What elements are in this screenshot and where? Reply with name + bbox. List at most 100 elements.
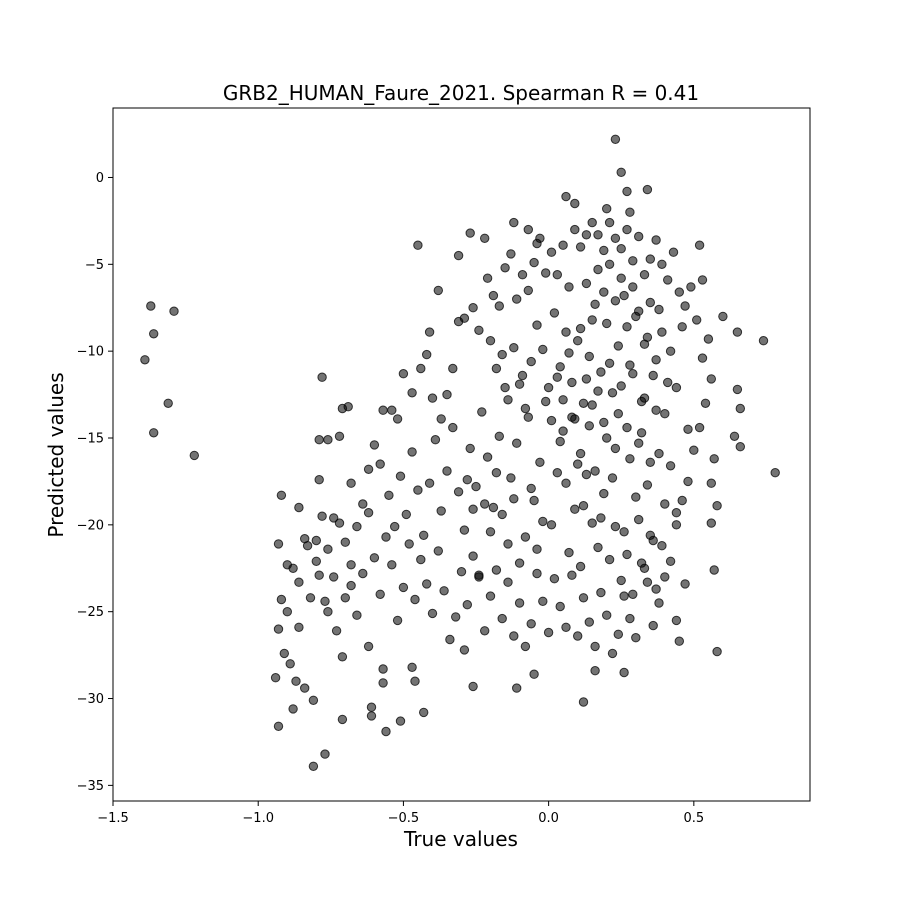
y-tick-label: −15	[77, 432, 104, 447]
data-point	[308, 761, 319, 771]
data-point	[320, 596, 330, 606]
data-point	[308, 695, 319, 705]
data-point	[651, 355, 661, 365]
data-point	[419, 530, 429, 540]
data-point	[323, 435, 333, 445]
data-point	[634, 231, 644, 242]
data-point	[416, 554, 426, 565]
data-point	[273, 539, 284, 549]
data-point	[509, 631, 519, 641]
data-point	[503, 539, 513, 549]
data-point	[555, 362, 565, 372]
data-point	[512, 683, 522, 693]
data-point	[363, 641, 374, 652]
data-point	[398, 369, 409, 379]
data-point	[494, 431, 504, 441]
data-point	[578, 697, 589, 707]
x-axis-ticks: −1.5 −1.0 −0.5 0.0 0.5	[97, 801, 704, 826]
data-point	[329, 513, 339, 523]
data-point	[480, 626, 490, 636]
data-point	[645, 457, 655, 467]
data-point	[462, 600, 472, 610]
data-point	[538, 516, 548, 527]
data-point	[596, 367, 606, 377]
data-point	[407, 447, 417, 457]
data-point	[610, 296, 621, 306]
data-point	[323, 544, 333, 554]
data-point	[503, 395, 513, 405]
data-point	[700, 398, 711, 408]
data-point	[735, 403, 745, 414]
data-point	[422, 349, 432, 360]
data-point	[462, 475, 472, 485]
data-point	[546, 520, 557, 530]
data-point	[599, 287, 609, 297]
data-point	[451, 612, 461, 622]
data-point	[549, 574, 560, 584]
data-point	[480, 499, 490, 509]
data-point	[665, 556, 676, 566]
data-point	[555, 436, 565, 447]
data-point	[558, 240, 568, 250]
data-point	[149, 428, 159, 438]
data-point	[625, 613, 635, 624]
data-point	[570, 414, 580, 424]
y-tick-label: −25	[77, 605, 104, 620]
data-point	[671, 382, 682, 393]
data-point	[334, 431, 345, 441]
data-point	[677, 495, 687, 506]
data-point	[706, 478, 716, 488]
data-point	[709, 454, 719, 464]
data-point	[709, 565, 719, 575]
data-point	[634, 306, 644, 316]
data-point	[317, 511, 327, 521]
data-point	[642, 480, 653, 490]
data-point	[622, 186, 632, 197]
data-point	[392, 615, 403, 626]
x-tick-label: −1.5	[97, 811, 129, 826]
data-point	[474, 325, 484, 335]
x-tick-label: 0.5	[683, 811, 704, 826]
y-tick-label: −30	[77, 692, 104, 707]
data-point	[363, 508, 374, 518]
data-point	[651, 405, 661, 415]
data-point	[276, 490, 287, 500]
data-point	[616, 167, 626, 178]
data-point	[401, 509, 411, 520]
data-point	[677, 322, 687, 332]
data-point	[526, 619, 536, 629]
data-point	[613, 341, 623, 351]
data-point	[314, 435, 324, 445]
x-tick-label: −0.5	[388, 811, 420, 826]
data-point	[581, 469, 592, 480]
data-point	[381, 726, 391, 737]
data-point	[442, 389, 452, 400]
data-point	[331, 626, 342, 636]
data-point	[288, 704, 298, 714]
data-point	[564, 282, 574, 292]
data-point	[564, 547, 574, 558]
data-point	[294, 502, 304, 513]
data-point	[680, 579, 690, 589]
data-point	[352, 521, 362, 532]
data-point	[654, 598, 664, 608]
data-point	[628, 282, 638, 292]
data-point	[378, 678, 388, 688]
data-point	[657, 327, 667, 337]
data-point	[732, 384, 743, 395]
data-point	[587, 518, 597, 528]
data-point	[587, 315, 597, 325]
data-point	[686, 282, 696, 292]
data-point	[314, 475, 324, 485]
data-point	[523, 285, 533, 296]
data-point	[625, 454, 635, 464]
data-point	[453, 487, 464, 497]
data-point	[552, 372, 562, 382]
data-point	[610, 134, 621, 145]
data-point	[706, 374, 716, 384]
data-point	[503, 577, 513, 587]
data-point	[346, 560, 356, 570]
data-point	[628, 256, 638, 266]
data-point	[491, 565, 502, 575]
data-point	[288, 563, 298, 573]
